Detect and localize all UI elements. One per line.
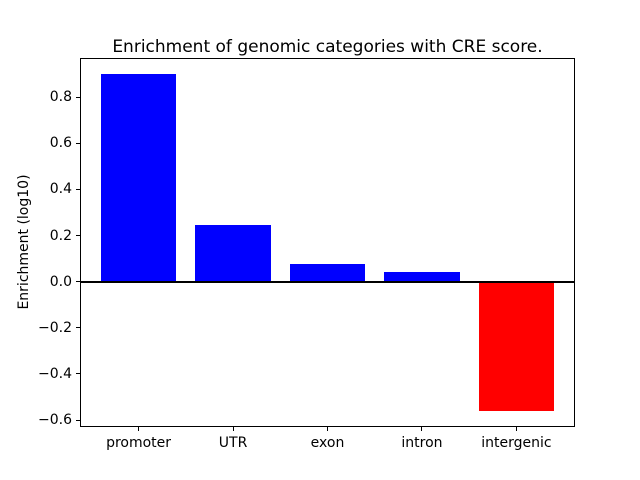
x-tick-mark — [138, 427, 140, 431]
y-tick-mark — [76, 142, 80, 144]
x-tick-label-promoter: promoter — [106, 435, 172, 451]
bar-promoter — [100, 74, 177, 282]
y-tick-mark — [76, 188, 80, 190]
y-tick-mark — [76, 419, 80, 421]
bar-intron — [384, 272, 460, 282]
x-tick-mark — [327, 427, 328, 431]
y-tick-label: −0.4 — [38, 365, 72, 382]
y-tick-mark — [76, 373, 80, 375]
y-tick-label: 0.4 — [49, 181, 72, 198]
y-axis-label: Enrichment (log10) — [16, 174, 32, 310]
bar-exon — [289, 264, 366, 282]
x-tick-mark — [232, 427, 234, 431]
x-tick-label-UTR: UTR — [218, 435, 248, 451]
x-tick-mark — [421, 427, 423, 431]
y-tick-label: −0.6 — [38, 412, 72, 429]
y-tick-label: 0.0 — [49, 273, 72, 290]
y-tick-mark — [76, 281, 80, 283]
x-tick-mark — [515, 427, 517, 431]
x-tick-label-exon: exon — [310, 435, 345, 451]
y-tick-label: −0.2 — [38, 319, 72, 336]
y-tick-mark — [76, 96, 80, 98]
y-tick-label: 0.2 — [49, 227, 72, 244]
y-tick-mark — [76, 235, 80, 237]
x-tick-label-intron: intron — [401, 435, 443, 451]
chart-title: Enrichment of genomic categories with CR… — [112, 37, 543, 57]
bar-intergenic — [478, 281, 555, 411]
zero-line — [80, 280, 575, 283]
x-tick-label-intergenic: intergenic — [481, 435, 552, 451]
y-tick-label: 0.6 — [49, 135, 72, 152]
bar-UTR — [195, 225, 271, 282]
y-tick-mark — [76, 327, 80, 329]
y-tick-label: 0.8 — [49, 89, 72, 106]
